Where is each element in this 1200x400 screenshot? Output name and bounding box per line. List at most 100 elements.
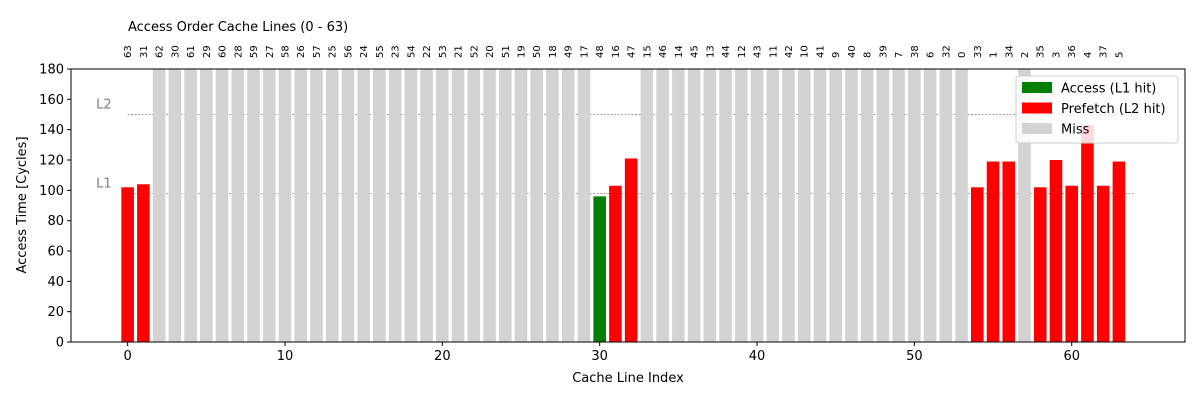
access-order-label: 8	[863, 52, 874, 58]
access-order-label: 35	[1036, 45, 1047, 58]
bar-37	[703, 69, 717, 342]
bar-3	[168, 69, 182, 342]
bar-59	[1049, 160, 1063, 342]
bar-53	[955, 69, 968, 342]
access-order-label: 0	[957, 52, 968, 58]
access-order-label: 38	[910, 45, 921, 58]
bar-31	[609, 185, 622, 342]
y-tick-label: 20	[47, 305, 64, 320]
cache-level-lines: L1 L2	[96, 98, 1135, 194]
y-tick-label: 40	[47, 275, 64, 290]
access-order-labels: 63 31 62 30 61 29 60 28 59 27 58 26 57 25 56 24 55 23 54 22…	[123, 45, 1125, 58]
legend: Access (L1 hit) Prefetch (L2 hit) Miss	[1015, 75, 1179, 144]
legend-swatch	[1022, 82, 1052, 93]
access-order-label: 20	[485, 45, 496, 58]
access-order-label: 2	[1020, 52, 1031, 58]
access-order-label: 42	[784, 45, 795, 58]
access-order-label: 25	[328, 45, 339, 58]
bar-12	[310, 69, 323, 342]
bar-27	[546, 69, 559, 342]
access-order-label: 30	[170, 45, 181, 58]
bar-13	[325, 69, 339, 342]
access-order-label: 61	[186, 45, 197, 58]
bar-50	[908, 69, 921, 342]
access-order-label: 43	[753, 45, 764, 58]
access-order-label: 11	[768, 45, 779, 58]
bar-51	[923, 69, 937, 342]
bars-group	[121, 69, 1126, 343]
bar-55	[986, 161, 1000, 342]
bar-58	[1033, 187, 1047, 342]
y-axis-label: Access Time [Cycles]	[15, 136, 30, 273]
access-order-label: 37	[1099, 45, 1110, 58]
bar-22	[467, 69, 481, 342]
bar-63	[1112, 161, 1126, 342]
bar-52	[939, 69, 953, 342]
bar-21	[451, 69, 465, 342]
access-order-label: 55	[375, 45, 386, 58]
x-tick-label: 20	[434, 349, 451, 364]
access-order-label: 12	[737, 45, 748, 58]
bar-10	[278, 69, 292, 342]
bar-39	[734, 69, 748, 342]
access-order-label: 34	[1004, 45, 1015, 58]
bar-25	[514, 69, 528, 342]
access-order-label: 47	[627, 45, 638, 58]
access-order-label: 10	[800, 45, 811, 58]
access-order-label: 57	[312, 45, 323, 58]
x-tick-label: 40	[749, 349, 766, 364]
access-order-label: 59	[249, 45, 260, 58]
bar-24	[498, 69, 512, 342]
bar-17	[388, 69, 402, 342]
bar-44	[813, 69, 827, 342]
access-order-label: 21	[454, 45, 465, 58]
bar-35	[672, 69, 685, 342]
bar-16	[373, 69, 386, 342]
access-order-label: 44	[721, 45, 732, 58]
access-order-label: 33	[973, 45, 984, 58]
access-order-label: 52	[469, 45, 480, 58]
access-order-label: 48	[595, 45, 606, 58]
bar-1	[137, 184, 150, 342]
access-order-label: 39	[878, 45, 889, 58]
x-axis: 0 10 20 30 40 50 60	[124, 342, 1080, 364]
bar-34	[656, 69, 669, 342]
bar-6	[215, 69, 229, 342]
access-order-label: 5	[1114, 52, 1125, 58]
access-order-label: 41	[815, 45, 826, 58]
bar-14	[341, 69, 355, 342]
access-order-label: 49	[564, 45, 575, 58]
access-order-label: 62	[155, 45, 166, 58]
bar-2	[152, 69, 166, 342]
bar-11	[294, 69, 308, 342]
access-order-label: 28	[233, 45, 244, 58]
y-tick-label: 100	[39, 184, 64, 199]
access-order-label: 3	[1051, 52, 1062, 58]
bar-38	[719, 69, 732, 342]
access-order-label: 46	[658, 45, 669, 58]
bar-60	[1065, 185, 1079, 342]
access-order-label: 63	[123, 45, 134, 58]
bar-54	[971, 187, 984, 342]
bar-5	[200, 69, 213, 342]
chart-title: Access Order Cache Lines (0 - 63)	[128, 20, 348, 35]
access-order-label: 36	[1067, 45, 1078, 58]
access-order-label: 6	[926, 52, 937, 58]
access-order-label: 32	[941, 45, 952, 58]
bar-48	[876, 69, 890, 342]
bar-18	[404, 69, 418, 342]
x-axis-label: Cache Line Index	[572, 371, 684, 386]
bar-29	[577, 69, 591, 342]
access-order-label: 29	[202, 45, 213, 58]
access-order-label: 31	[139, 45, 150, 58]
access-order-label: 1	[989, 52, 1000, 58]
level-label-l2: L2	[96, 98, 112, 113]
access-order-label: 24	[359, 45, 370, 58]
bar-9	[262, 69, 276, 342]
access-order-label: 26	[296, 45, 307, 58]
bar-49	[892, 69, 905, 342]
bar-7	[231, 69, 245, 342]
y-tick-label: 160	[39, 93, 64, 108]
y-tick-label: 80	[47, 214, 64, 229]
